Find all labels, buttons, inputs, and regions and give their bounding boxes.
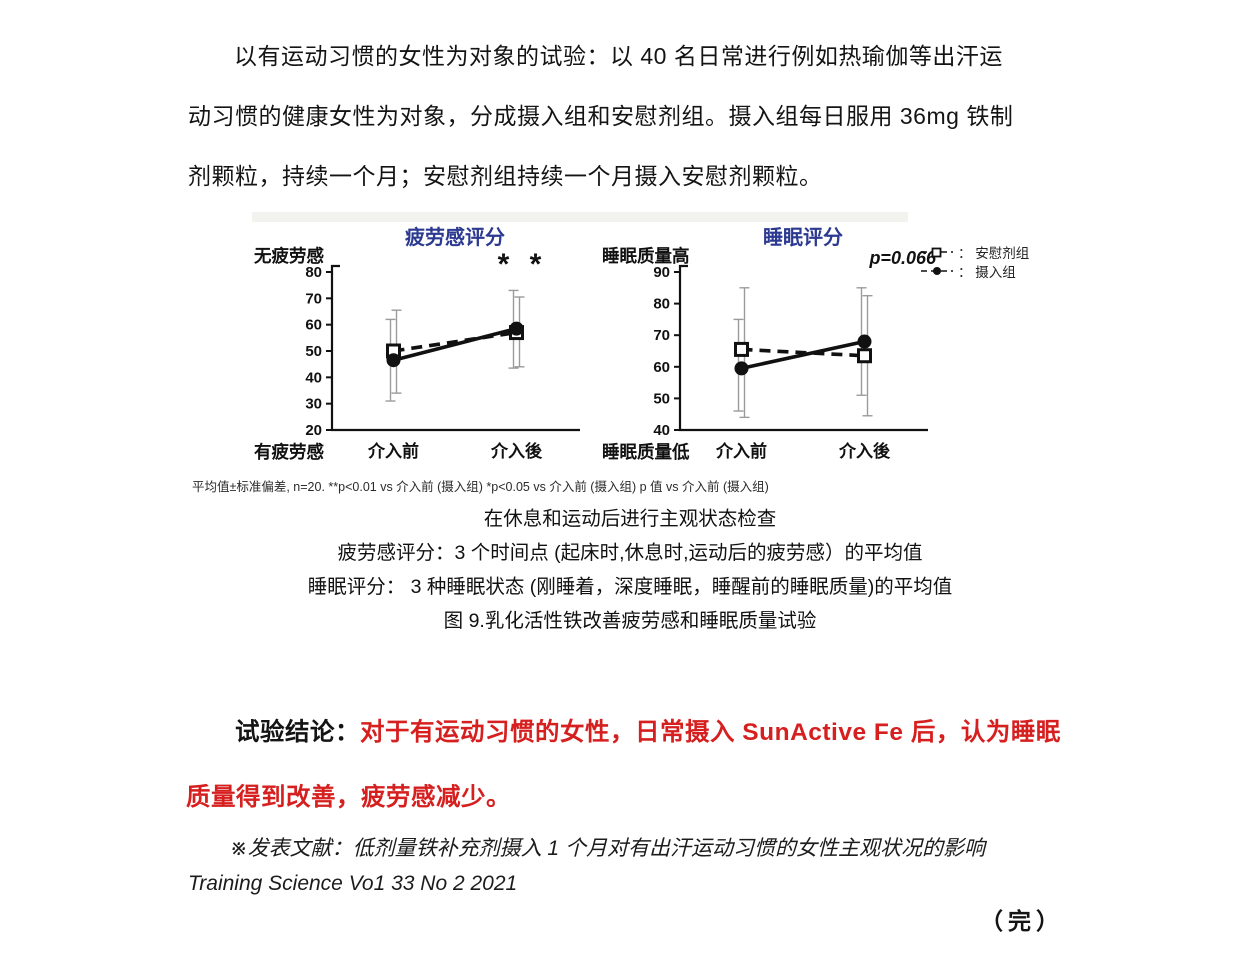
svg-text:40: 40 bbox=[653, 422, 670, 439]
svg-text:睡眠质量高: 睡眠质量高 bbox=[602, 246, 690, 266]
svg-text:疲劳感评分: 疲劳感评分 bbox=[405, 225, 505, 249]
legend-item-label: ： 摄入组 bbox=[958, 264, 1016, 280]
figure-footnote: 平均值±标准偏差, n=20. **p<0.01 vs 介入前 (摄入组) *p… bbox=[192, 480, 769, 494]
caption-block: 在休息和运动后进行主观状态检查 疲劳感评分：3 个时间点 (起床时,休息时,运动… bbox=[120, 502, 1140, 638]
conclusion-text: 对于有运动习惯的女性，日常摄入 SunActive Fe 后，认为睡眠 质量得到… bbox=[186, 719, 1061, 811]
svg-text:介入前: 介入前 bbox=[715, 441, 767, 461]
svg-text:70: 70 bbox=[653, 327, 670, 344]
svg-text:30: 30 bbox=[305, 396, 322, 413]
svg-text:60: 60 bbox=[305, 317, 322, 334]
legend-item-label: ： 安慰剂组 bbox=[958, 245, 1030, 261]
reference-line-cn: ※发表文献：低剂量铁补充剂摄入 1 个月对有出汗运动习惯的女性主观状况的影响 bbox=[230, 837, 985, 860]
svg-text:有疲劳感: 有疲劳感 bbox=[254, 442, 324, 462]
caption-line: 疲劳感评分：3 个时间点 (起床时,休息时,运动后的疲劳感）的平均值 bbox=[337, 542, 923, 564]
sleep-score-chart: 睡眠评分睡眠质量高睡眠质量低 40 50 60 70 80 90 介入前 介入後 p=0.066 bbox=[602, 220, 942, 472]
svg-text:80: 80 bbox=[653, 296, 670, 313]
svg-text:介入後: 介入後 bbox=[838, 441, 891, 461]
svg-text:50: 50 bbox=[653, 390, 670, 407]
svg-text:90: 90 bbox=[653, 264, 670, 281]
svg-text:睡眠评分: 睡眠评分 bbox=[763, 226, 843, 249]
svg-text:无疲劳感: 无疲劳感 bbox=[254, 246, 324, 266]
reference-block: ※发表文献：低剂量铁补充剂摄入 1 个月对有出汗运动习惯的女性主观状况的影响 T… bbox=[188, 831, 1088, 901]
svg-text:睡眠质量低: 睡眠质量低 bbox=[602, 442, 690, 462]
figure-panel: 疲劳感评分无疲劳感有疲劳感 20 30 40 50 60 70 80 介入前 介入後 * * 睡眠评… bbox=[252, 212, 1052, 474]
svg-text:50: 50 bbox=[305, 343, 322, 360]
fatigue-score-chart: 疲劳感评分无疲劳感有疲劳感 20 30 40 50 60 70 80 介入前 介入後 * * bbox=[254, 220, 594, 472]
caption-line: 图 9.乳化活性铁改善疲劳感和睡眠质量试验 bbox=[443, 610, 817, 632]
svg-text:p=0.066: p=0.066 bbox=[868, 248, 937, 268]
svg-text:80: 80 bbox=[305, 264, 322, 281]
svg-text:20: 20 bbox=[305, 422, 322, 439]
conclusion-label: 试验结论： bbox=[235, 719, 360, 746]
conclusion-paragraph: 试验结论：对于有运动习惯的女性，日常摄入 SunActive Fe 后，认为睡眠… bbox=[186, 700, 1070, 830]
reference-line-en: Training Science Vo1 33 No 2 2021 bbox=[188, 872, 518, 895]
svg-text:* *: * * bbox=[498, 248, 548, 281]
svg-text:60: 60 bbox=[653, 359, 670, 376]
svg-text:40: 40 bbox=[305, 369, 322, 386]
legend-item: ： 摄入组 bbox=[920, 261, 1029, 280]
legend-item: ： 安慰剂组 bbox=[920, 242, 1029, 261]
end-mark: （完） bbox=[980, 908, 1064, 934]
figure-top-strip bbox=[252, 212, 908, 222]
chart-legend: ： 安慰剂组 ： 摄入组 bbox=[920, 242, 1029, 280]
caption-line: 睡眠评分： 3 种睡眠状态 (刚睡着，深度睡眠，睡醒前的睡眠质量)的平均值 bbox=[307, 576, 953, 598]
svg-text:70: 70 bbox=[305, 290, 322, 307]
svg-text:介入前: 介入前 bbox=[367, 441, 419, 461]
intro-paragraph: 以有运动习惯的女性为对象的试验：以 40 名日常进行例如热瑜伽等出汗运 动习惯的… bbox=[188, 43, 1014, 189]
caption-line: 在休息和运动后进行主观状态检查 bbox=[483, 508, 777, 530]
svg-text:介入後: 介入後 bbox=[490, 441, 543, 461]
